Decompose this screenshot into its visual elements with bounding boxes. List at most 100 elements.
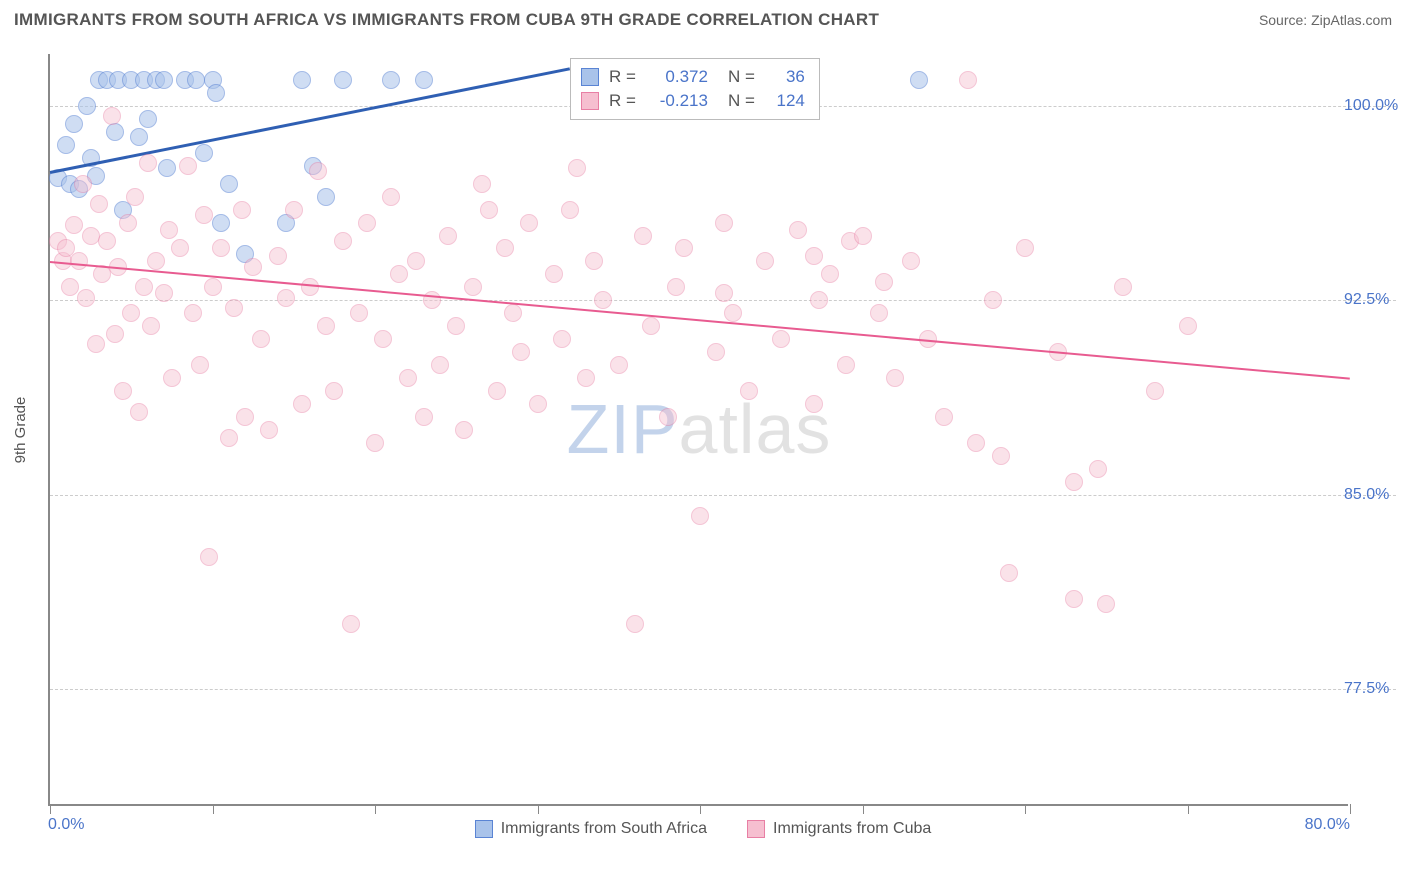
data-point-cuba [1089,460,1107,478]
data-point-cuba [212,239,230,257]
x-tick [863,804,864,814]
legend-swatch [581,68,599,86]
gridline [50,689,1396,690]
legend-r-label: R = [609,91,636,111]
legend-n-label: N = [728,67,755,87]
data-point-cuba [260,421,278,439]
legend-n-value: 36 [765,67,805,87]
data-point-cuba [1179,317,1197,335]
data-point-cuba [106,325,124,343]
data-point-cuba [626,615,644,633]
data-point-cuba [568,159,586,177]
data-point-sa [293,71,311,89]
data-point-cuba [74,175,92,193]
data-point-cuba [390,265,408,283]
legend-bottom: Immigrants from South AfricaImmigrants f… [0,820,1406,838]
data-point-cuba [740,382,758,400]
data-point-sa [139,110,157,128]
data-point-cuba [1097,595,1115,613]
data-point-cuba [285,201,303,219]
data-point-cuba [309,162,327,180]
data-point-cuba [204,278,222,296]
data-point-cuba [805,247,823,265]
data-point-cuba [886,369,904,387]
x-tick [50,804,51,814]
data-point-cuba [65,216,83,234]
data-point-sa [207,84,225,102]
legend-swatch [581,92,599,110]
data-point-cuba [529,395,547,413]
data-point-cuba [610,356,628,374]
data-point-cuba [488,382,506,400]
data-point-cuba [114,382,132,400]
data-point-cuba [160,221,178,239]
data-point-cuba [147,252,165,270]
data-point-sa [106,123,124,141]
data-point-cuba [512,343,530,361]
data-point-cuba [789,221,807,239]
data-point-cuba [667,278,685,296]
scatter-plot: ZIPatlas 77.5%85.0%92.5%100.0%R = 0.372N… [48,54,1348,806]
data-point-cuba [585,252,603,270]
data-point-cuba [634,227,652,245]
gridline [50,495,1396,496]
data-point-cuba [358,214,376,232]
data-point-sa [155,71,173,89]
data-point-cuba [821,265,839,283]
data-point-cuba [1065,473,1083,491]
data-point-cuba [252,330,270,348]
plot-wrap: ZIPatlas 77.5%85.0%92.5%100.0%R = 0.372N… [48,54,1348,806]
data-point-cuba [480,201,498,219]
data-point-cuba [171,239,189,257]
legend-item: Immigrants from South Africa [475,820,707,838]
data-point-cuba [130,403,148,421]
legend-r-value: 0.372 [646,67,708,87]
data-point-cuba [350,304,368,322]
data-point-sa [78,97,96,115]
data-point-sa [65,115,83,133]
data-point-cuba [810,291,828,309]
data-point-cuba [119,214,137,232]
data-point-cuba [496,239,514,257]
data-point-cuba [317,317,335,335]
data-point-cuba [1146,382,1164,400]
data-point-cuba [805,395,823,413]
data-point-cuba [77,289,95,307]
data-point-cuba [870,304,888,322]
data-point-sa [382,71,400,89]
data-point-cuba [715,214,733,232]
data-point-cuba [155,284,173,302]
data-point-cuba [1065,590,1083,608]
data-point-cuba [473,175,491,193]
data-point-sa [212,214,230,232]
data-point-cuba [382,188,400,206]
data-point-cuba [293,395,311,413]
y-tick-label: 100.0% [1344,97,1404,115]
data-point-cuba [1114,278,1132,296]
legend-r-label: R = [609,67,636,87]
data-point-sa [415,71,433,89]
legend-swatch [747,820,765,838]
data-point-cuba [561,201,579,219]
legend-correlation: R = 0.372N = 36R =-0.213N =124 [570,58,820,120]
x-tick [1025,804,1026,814]
x-tick [1350,804,1351,814]
data-point-cuba [984,291,1002,309]
legend-row: R = 0.372 N = 36 [581,65,805,89]
data-point-cuba [366,434,384,452]
data-point-cuba [200,548,218,566]
data-point-cuba [407,252,425,270]
y-tick-label: 85.0% [1344,486,1404,504]
legend-n-value: 124 [765,91,805,111]
data-point-sa [334,71,352,89]
data-point-cuba [191,356,209,374]
data-point-cuba [244,258,262,276]
data-point-cuba [756,252,774,270]
data-point-cuba [935,408,953,426]
data-point-cuba [334,232,352,250]
data-point-cuba [195,206,213,224]
source-label: Source: ZipAtlas.com [1259,12,1392,28]
data-point-cuba [82,227,100,245]
data-point-cuba [122,304,140,322]
data-point-cuba [61,278,79,296]
